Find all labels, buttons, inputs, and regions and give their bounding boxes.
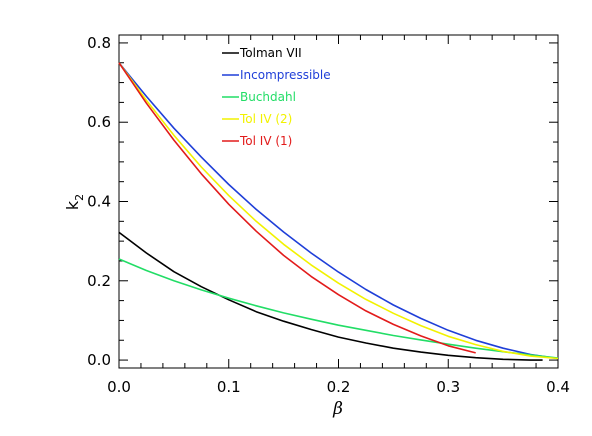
legend-label-tolman-vii: Tolman VII xyxy=(239,46,302,60)
y-tick-label: 0.4 xyxy=(87,193,111,211)
legend-label-tol-iv-2: Tol IV (2) xyxy=(239,112,292,126)
y-axis-label: k2 xyxy=(63,194,86,210)
series-line-tol-iv-1 xyxy=(118,62,476,354)
y-tick-label: 0.2 xyxy=(87,272,111,290)
x-tick-label: 0.4 xyxy=(546,378,570,396)
y-tick-label: 0.0 xyxy=(87,351,111,369)
legend-label-tol-iv-1: Tol IV (1) xyxy=(239,134,292,148)
legend-label-incompressible: Incompressible xyxy=(240,68,331,82)
x-axis-label: β xyxy=(332,399,343,419)
plot-frame xyxy=(118,34,559,369)
series-line-incompressible xyxy=(118,62,559,360)
axis-ticks xyxy=(118,35,559,368)
series-lines xyxy=(118,62,559,361)
y-axis-label-main: k xyxy=(63,200,82,210)
legend: Tolman VII Incompressible Buchdahl Tol IV (… xyxy=(222,46,331,148)
y-tick-label: 0.8 xyxy=(87,34,111,52)
y-tick-label: 0.6 xyxy=(87,113,111,131)
series-line-tolman-vii xyxy=(118,231,543,361)
series-line-tol-iv-2 xyxy=(118,62,559,360)
y-axis-label-subscript: 2 xyxy=(73,194,86,201)
series-line-buchdahl xyxy=(118,258,559,359)
x-tick-label: 0.1 xyxy=(217,378,241,396)
x-tick-label: 0.2 xyxy=(327,378,351,396)
legend-label-buchdahl: Buchdahl xyxy=(240,90,296,104)
axis-tick-labels: 0.0 0.1 0.2 0.3 0.4 0.0 0.2 0.4 0.6 0.8 xyxy=(87,34,570,396)
x-tick-label: 0.0 xyxy=(107,378,131,396)
x-tick-label: 0.3 xyxy=(436,378,460,396)
